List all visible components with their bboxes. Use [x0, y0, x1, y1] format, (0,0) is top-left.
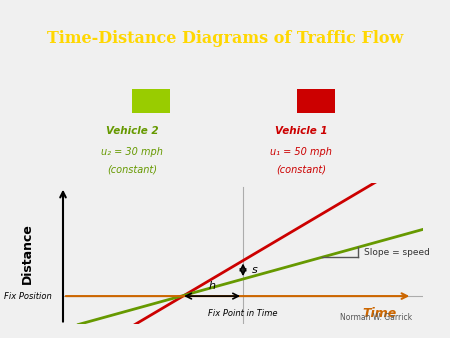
Text: u₂ = 30 mph: u₂ = 30 mph	[101, 147, 163, 156]
Text: Time: Time	[363, 307, 397, 320]
Text: Fix Position: Fix Position	[4, 292, 52, 300]
Text: Vehicle 1: Vehicle 1	[275, 126, 328, 136]
Text: Norman W. Garrick: Norman W. Garrick	[340, 313, 412, 322]
Text: (constant): (constant)	[107, 164, 157, 174]
Text: u₁ = 50 mph: u₁ = 50 mph	[270, 147, 332, 156]
Text: Slope = speed: Slope = speed	[364, 248, 429, 257]
Bar	[132, 89, 170, 113]
Bar	[297, 89, 335, 113]
Text: Time-Distance Diagrams of Traffic Flow: Time-Distance Diagrams of Traffic Flow	[47, 30, 403, 47]
Text: (constant): (constant)	[276, 164, 326, 174]
Text: s: s	[252, 265, 258, 275]
Text: Distance: Distance	[21, 223, 33, 284]
Text: Vehicle 2: Vehicle 2	[106, 126, 158, 136]
Text: h: h	[209, 281, 216, 291]
Text: Fix Point in Time: Fix Point in Time	[208, 309, 278, 318]
